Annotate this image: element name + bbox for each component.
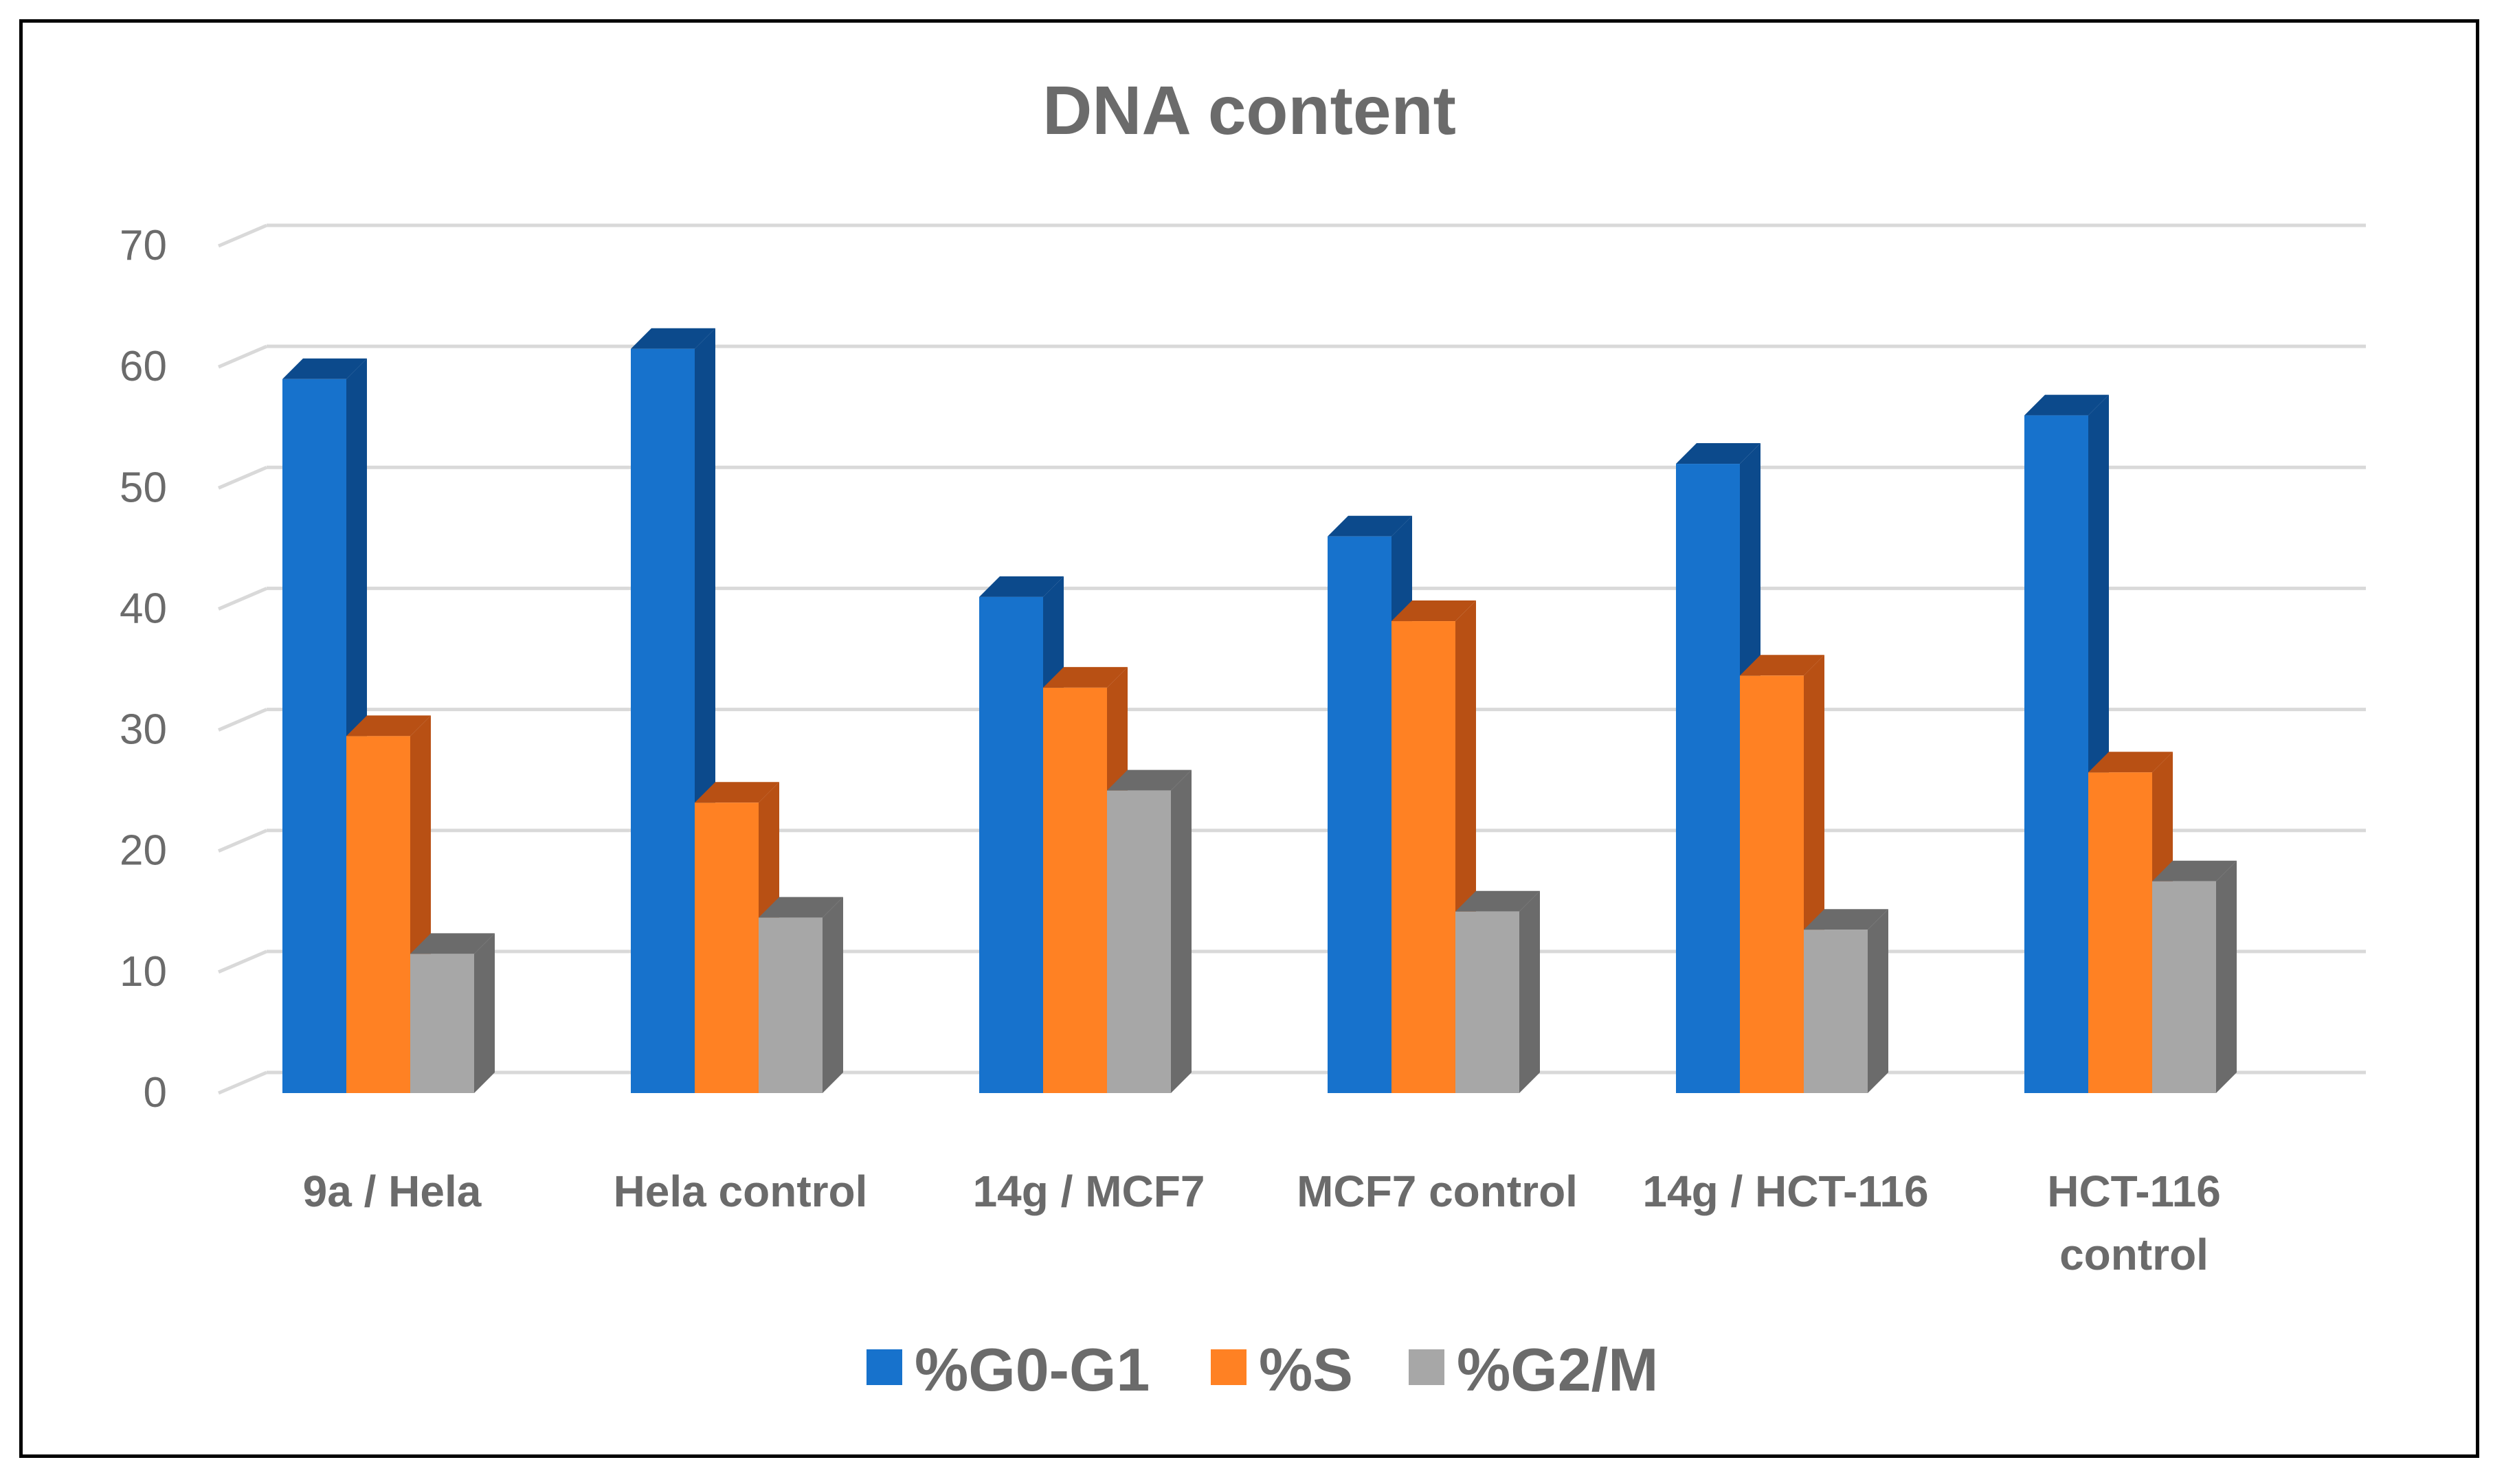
y-axis-ticks: 0 10 20 30 40 50 60 70 (120, 222, 167, 1116)
grid-lines (218, 223, 2366, 1095)
chart-frame: DNA content 0 10 20 30 40 50 60 70 9a / Hela Hel… (19, 19, 2479, 1458)
y-tick-label: 40 (120, 585, 167, 632)
x-tick-label: MCF7 control (1297, 1167, 1578, 1216)
y-tick-label: 0 (144, 1069, 167, 1116)
bar-front (1328, 536, 1391, 1093)
bar-g2m-4 (1804, 909, 1888, 1093)
bar-top (1740, 655, 1824, 676)
bar-front (1740, 675, 1804, 1093)
x-tick-label: Hela control (614, 1167, 868, 1216)
gridline-diagonal (218, 829, 267, 853)
x-axis-ticks: 9a / Hela Hela control 14g / MCF7 MCF7 cont… (303, 1167, 2221, 1279)
bar-front (1391, 621, 1455, 1093)
bar-front (2024, 415, 2088, 1093)
legend: %G0-G1 %S %G2/M (867, 1336, 1658, 1404)
bar-g2m-0 (410, 933, 495, 1093)
legend-label: %S (1259, 1336, 1353, 1404)
bar-s-4 (1740, 655, 1824, 1093)
legend-item: %G2/M (1409, 1336, 1658, 1404)
bar-front (979, 596, 1043, 1093)
bar-top (631, 328, 715, 349)
bar-top (1391, 600, 1476, 622)
bar-front (282, 379, 346, 1094)
legend-item: %S (1211, 1336, 1353, 1404)
bar-top (1328, 515, 1412, 537)
legend-label: %G2/M (1457, 1336, 1658, 1404)
bar-g2m-2 (1107, 769, 1192, 1093)
chart-svg: DNA content 0 10 20 30 40 50 60 70 9a / Hela Hel… (120, 72, 2366, 1404)
x-tick-label: HCT-116 (2047, 1167, 2221, 1216)
gridline-diagonal (218, 223, 267, 248)
y-tick-label: 50 (120, 464, 167, 511)
legend-swatch (1409, 1349, 1444, 1385)
bar-g2m-5 (2152, 860, 2237, 1093)
bar-side (1868, 909, 1888, 1093)
bar-front (695, 802, 759, 1093)
bar-front (759, 917, 823, 1093)
bar-top (410, 933, 495, 954)
y-tick-label: 30 (120, 706, 167, 754)
bar-front (1043, 687, 1107, 1093)
bar-side (1519, 890, 1540, 1093)
bar-series (282, 328, 2237, 1094)
bar-g2m-3 (1455, 890, 1540, 1093)
bar-top (2152, 860, 2237, 881)
x-tick-label: control (2059, 1230, 2209, 1279)
x-tick-label: 14g / HCT-116 (1642, 1167, 1928, 1216)
bar-top (1455, 890, 1540, 912)
bar-side (1171, 769, 1192, 1093)
bar-side (474, 933, 495, 1093)
x-tick-label: 9a / Hela (303, 1167, 482, 1216)
bar-top (1676, 443, 1760, 464)
bar-top (346, 715, 431, 737)
gridline-diagonal (218, 344, 267, 369)
gridline-diagonal (218, 587, 267, 611)
legend-swatch (867, 1349, 902, 1385)
y-tick-label: 10 (120, 948, 167, 996)
bar-top (282, 358, 367, 379)
bar-top (2088, 752, 2173, 773)
bar-top (1804, 909, 1888, 930)
bar-front (2152, 881, 2216, 1093)
bar-front (1804, 930, 1868, 1093)
legend-label: %G0-G1 (915, 1336, 1150, 1404)
chart-title: DNA content (1042, 72, 1456, 149)
y-tick-label: 60 (120, 343, 167, 390)
bar-top (1043, 666, 1128, 688)
bar-front (631, 348, 695, 1093)
bar-side (823, 897, 843, 1093)
bar-g2m-1 (759, 897, 843, 1093)
gridline-diagonal (218, 708, 267, 732)
bar-top (2024, 394, 2109, 416)
bar-front (2088, 772, 2152, 1093)
y-tick-label: 20 (120, 827, 167, 875)
bar-top (1107, 769, 1192, 791)
bar-front (410, 954, 474, 1093)
bar-top (759, 897, 843, 918)
legend-swatch (1211, 1349, 1247, 1385)
legend-item: %G0-G1 (867, 1336, 1150, 1404)
bar-s-0 (346, 715, 431, 1093)
gridline-diagonal (218, 465, 267, 490)
bar-front (1107, 790, 1171, 1093)
bar-front (1455, 911, 1519, 1093)
x-tick-label: 14g / MCF7 (973, 1167, 1205, 1216)
gridline-diagonal (218, 949, 267, 974)
y-tick-label: 70 (120, 222, 167, 269)
bar-side (2216, 860, 2237, 1093)
bar-front (1676, 464, 1740, 1093)
bar-front (346, 736, 410, 1093)
bar-top (979, 576, 1064, 597)
gridline-diagonal (218, 1070, 267, 1095)
bar-top (695, 782, 779, 803)
